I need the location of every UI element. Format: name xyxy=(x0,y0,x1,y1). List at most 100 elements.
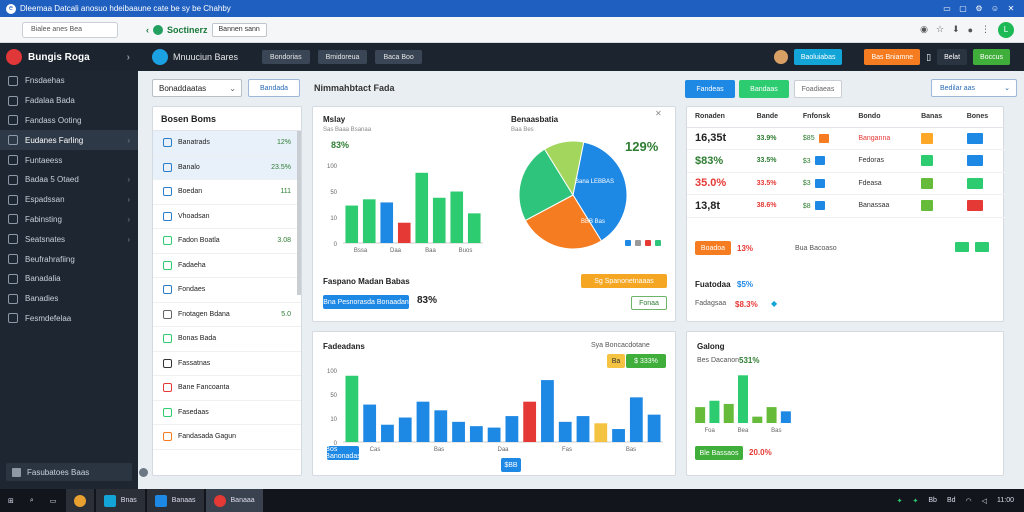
filter-select[interactable]: Bonaddaatas ⌄ xyxy=(152,79,242,97)
taskbar-item-3[interactable]: Banaaa xyxy=(205,489,263,512)
trash-icon[interactable]: ▯ xyxy=(926,51,932,62)
tray-label-1[interactable]: Bb xyxy=(928,497,937,504)
list-item[interactable]: Fadon Boatla 3.08 xyxy=(153,229,301,254)
nav-button-3[interactable]: Baca Boo xyxy=(375,50,422,64)
chart2-legend-button-2[interactable]: $BB xyxy=(501,458,521,472)
list-item[interactable]: Bane Fancoanta xyxy=(153,376,301,401)
close-icon[interactable]: ✕ xyxy=(655,109,662,118)
list-scrollbar[interactable] xyxy=(297,131,301,295)
table-row[interactable]: 35.0% 33.5% $3 Fdeasa xyxy=(687,172,1005,195)
search-icon[interactable]: ⌕ xyxy=(29,496,34,504)
menu-icon[interactable]: ⋮ xyxy=(981,24,990,34)
sidebar-item-label: Banadies xyxy=(25,294,59,304)
cell-icon[interactable] xyxy=(913,127,959,150)
list-item[interactable]: Fandasada Gagun xyxy=(153,425,301,450)
tray-icon[interactable]: ✦ xyxy=(912,497,919,505)
sidebar-item-2[interactable]: Fadalaa Bada xyxy=(0,91,138,111)
taskbar-item-2[interactable]: Banaas xyxy=(146,489,204,512)
sidebar-item-1[interactable]: Fnsdaehas xyxy=(0,71,138,91)
bookmark-icon[interactable]: ☆ xyxy=(935,24,945,34)
nav-button-2[interactable]: Bmidoreua xyxy=(317,50,368,64)
app-logo[interactable]: Bungis Roga › xyxy=(0,43,138,71)
cell-icon[interactable] xyxy=(913,194,959,218)
minimize-icon[interactable]: ▭ xyxy=(943,4,951,13)
user-icon[interactable]: ● xyxy=(967,24,973,35)
tray-label-2[interactable]: Bd xyxy=(946,497,956,504)
chart1-footer-button[interactable]: Bna Pesnorasda Bonaadan xyxy=(323,295,409,309)
cell-icon[interactable] xyxy=(958,127,1005,150)
wifi-icon[interactable]: ◠ xyxy=(965,497,972,505)
url-field[interactable]: Bialee anes Bea xyxy=(22,21,118,38)
tab-button[interactable]: Bannen sann xyxy=(211,22,267,37)
header-green-button[interactable]: Boccus xyxy=(973,49,1010,65)
table-row[interactable]: 13,8t 38.6% $8 Banassaa xyxy=(687,194,1005,218)
list-item[interactable]: Banalo 23.5% xyxy=(153,155,301,180)
toolbar-blue-button[interactable]: Fandeas xyxy=(685,80,735,98)
profile-icon[interactable]: L xyxy=(998,21,1014,38)
task-view-icon[interactable]: ▭ xyxy=(49,497,57,505)
right-select[interactable]: Bedilar aas ⌄ xyxy=(931,79,1017,97)
chart1-orange-button[interactable]: Sg Spanonetnaaas xyxy=(581,274,667,288)
cell-icon[interactable] xyxy=(958,172,1005,195)
sidebar-item-11[interactable]: Banadalia xyxy=(0,269,138,289)
sidebar-item-9[interactable]: Seatsnates › xyxy=(0,229,138,249)
list-item[interactable]: Bonas Bada xyxy=(153,327,301,352)
sidebar-item-3[interactable]: Fandass Ooting xyxy=(0,111,138,131)
sidebar-item-5[interactable]: Funtaeess xyxy=(0,150,138,170)
browser-tab[interactable]: ‹ Soctinerz Bannen sann xyxy=(146,22,267,37)
table-row[interactable]: 16,35t 33.9% $85 Banganna xyxy=(687,127,1005,150)
maximize-icon[interactable]: ▢ xyxy=(959,4,967,13)
cell-icon[interactable] xyxy=(913,149,959,173)
header-cyan-button[interactable]: Baoluiabas xyxy=(793,49,843,65)
list-item[interactable]: Boedan 111 xyxy=(153,180,301,205)
sidebar-item-8[interactable]: Fabinsting › xyxy=(0,210,138,230)
toolbar-button[interactable]: Bandada xyxy=(248,79,300,97)
legend-swatch xyxy=(645,240,651,246)
list-item[interactable]: Fnotagen Bdana 5.0 xyxy=(153,303,301,327)
taskbar-item-browser[interactable] xyxy=(65,489,94,512)
back-icon[interactable]: ‹ xyxy=(146,24,149,35)
sidebar-footer[interactable]: Fasubatoes Baas xyxy=(6,463,148,481)
volume-icon[interactable]: ◁ xyxy=(981,497,987,505)
list-item[interactable]: Fondaes xyxy=(153,278,301,303)
settings-icon[interactable]: ⚙ xyxy=(975,4,983,13)
nav-button-1[interactable]: Bondorias xyxy=(262,50,310,64)
list-item[interactable]: Vhoadsan xyxy=(153,205,301,229)
sidebar-item-6[interactable]: Badaa 5 Otaed › xyxy=(0,170,138,190)
mini-footer-button[interactable]: Ble Bassaos xyxy=(695,446,743,460)
header-orange-button[interactable]: Bas Bniamne xyxy=(864,49,921,65)
table-row[interactable]: $83% 33.5% $3 Fedoras xyxy=(687,149,1005,173)
list-item[interactable]: Fasedaas xyxy=(153,401,301,425)
stats-footer-button[interactable]: Boadoa xyxy=(695,241,731,255)
extension-icon[interactable]: ◉ xyxy=(920,24,928,34)
sidebar-item-12[interactable]: Banadies xyxy=(0,289,138,309)
logo-icon xyxy=(6,49,22,65)
app-icon xyxy=(103,494,116,507)
sidebar-item-10[interactable]: Beufrahrafiing xyxy=(0,249,138,269)
list-item[interactable]: Fadaeha xyxy=(153,254,301,278)
cell-icon[interactable] xyxy=(958,149,1005,173)
sidebar-item-7[interactable]: Espadssan › xyxy=(0,190,138,210)
list-item[interactable]: Banatrads 12% xyxy=(153,131,301,156)
chart1-footer-title: Faspano Madan Babas xyxy=(323,277,410,286)
toolbar-green-button[interactable]: Bandaas xyxy=(739,80,789,98)
cell-icon[interactable] xyxy=(958,194,1005,218)
account-icon[interactable]: ☺ xyxy=(990,4,1000,13)
tray-icon[interactable]: ✦ xyxy=(896,497,903,505)
header-dark-button[interactable]: Belat xyxy=(937,49,968,65)
download-icon[interactable]: ⬇ xyxy=(952,24,960,34)
chart1-outline-button[interactable]: Fonaa xyxy=(631,296,667,310)
taskbar-item-1[interactable]: Bnas xyxy=(95,489,145,512)
chart2-legend-button[interactable]: Bos Banonadas xyxy=(325,446,361,460)
sidebar-item-13[interactable]: Fesmdefelaa xyxy=(0,309,138,329)
start-icon[interactable]: ⊞ xyxy=(8,497,14,505)
clock[interactable]: 11:00 xyxy=(997,497,1014,504)
cell-icon[interactable] xyxy=(913,172,959,195)
sidebar-item-4[interactable]: Eudanes Farling › xyxy=(0,130,138,151)
avatar[interactable] xyxy=(773,50,788,64)
bar xyxy=(345,205,359,243)
list-item[interactable]: Fassatnas xyxy=(153,352,301,376)
toolbar-gray-button[interactable]: Foadiaeas xyxy=(794,80,842,98)
cell-percent: 33.5% xyxy=(748,172,795,195)
close-icon[interactable]: ✕ xyxy=(1007,4,1015,13)
